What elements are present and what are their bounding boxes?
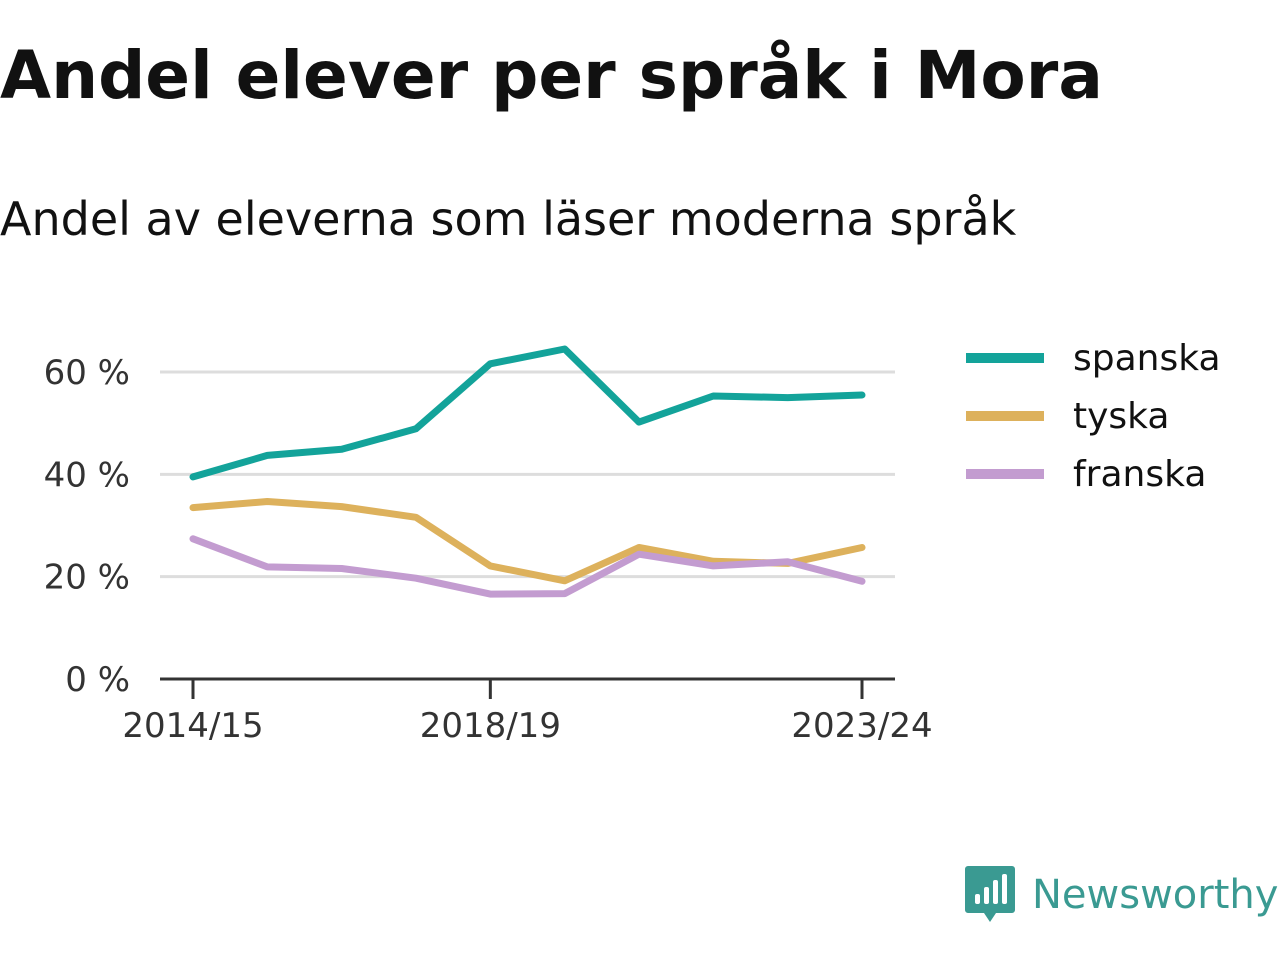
grid-lines	[160, 370, 895, 579]
series-line-spanska	[189, 345, 866, 481]
legend-label-spanska: spanska	[1073, 338, 1221, 379]
legend: spanska tyska franska	[966, 338, 1221, 495]
legend-label-tyska: tyska	[1073, 396, 1169, 437]
x-tick-label: 2014/15	[122, 706, 263, 746]
brand-name: Newsworthy	[1032, 872, 1279, 918]
x-tick-label: 2018/19	[420, 706, 561, 746]
y-tick-label: 40 %	[44, 455, 130, 495]
y-tick-label: 60 %	[44, 353, 130, 393]
y-axis-labels: 0 % 20 % 40 % 60 %	[44, 353, 130, 700]
x-axis-labels: 2014/15 2018/19 2023/24	[122, 706, 932, 746]
legend-label-franska: franska	[1073, 454, 1206, 495]
y-tick-label: 20 %	[44, 558, 130, 598]
x-tick-label: 2023/24	[791, 706, 932, 746]
brand-logo: Newsworthy	[964, 864, 1278, 926]
x-axis	[160, 677, 895, 699]
chart-subtitle: Andel av eleverna som läser moderna språ…	[0, 192, 1017, 246]
y-tick-label: 0 %	[65, 660, 130, 700]
chart-title: Andel elever per språk i Mora	[0, 37, 1103, 114]
newsworthy-logo-icon	[965, 866, 1015, 922]
series-lines	[189, 345, 866, 598]
series-line-franska	[189, 535, 866, 598]
